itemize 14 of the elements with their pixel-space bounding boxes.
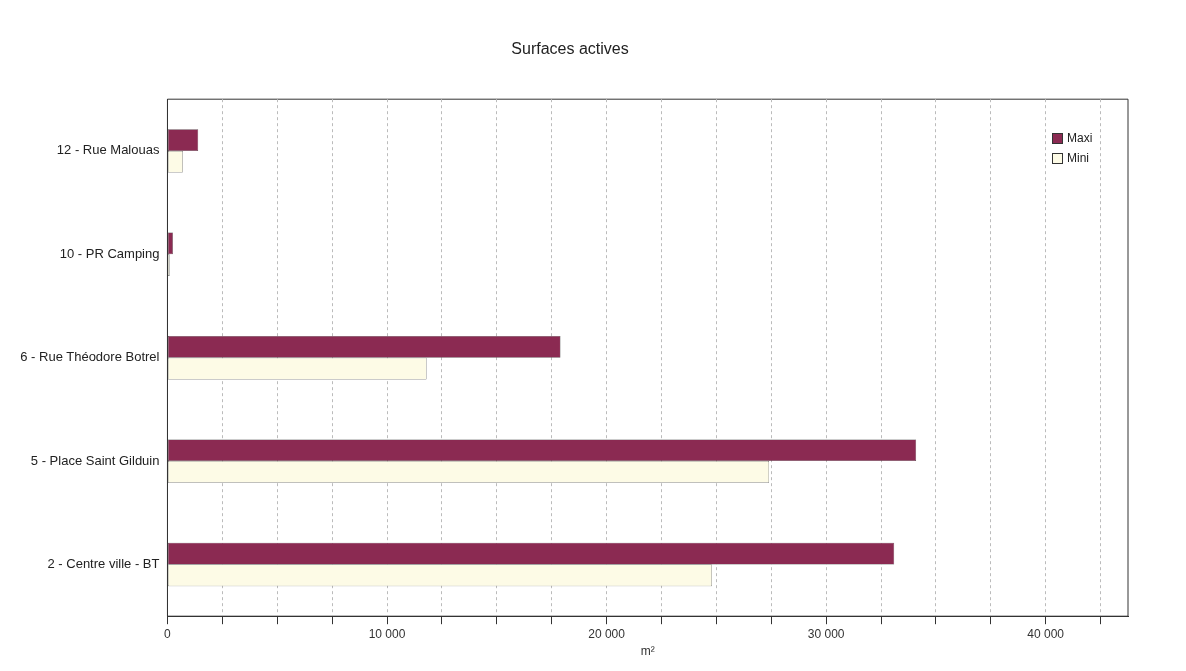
x-tick-label: 10 000 [368,626,406,641]
y-tick-label: 2 - Centre ville - BT [47,556,160,572]
y-tick-label: 12 - Rue Malouas [56,142,160,158]
x-tick-label: 0 [164,626,172,641]
y-tick-label: 6 - Rue Théodore Botrel [20,349,160,365]
x-tick-label: 20 000 [588,626,626,641]
y-tick-label: 10 - PR Camping [59,245,160,261]
legend-label: Mini [1067,150,1090,168]
x-axis-title: m² [640,644,655,659]
x-tick-label: 30 000 [807,626,845,641]
y-tick-label: 5 - Place Saint Gilduin [30,452,160,468]
legend-label: Maxi [1067,130,1093,148]
chart-title: Surfaces actives [511,40,629,58]
x-tick-label: 40 000 [1027,626,1065,641]
